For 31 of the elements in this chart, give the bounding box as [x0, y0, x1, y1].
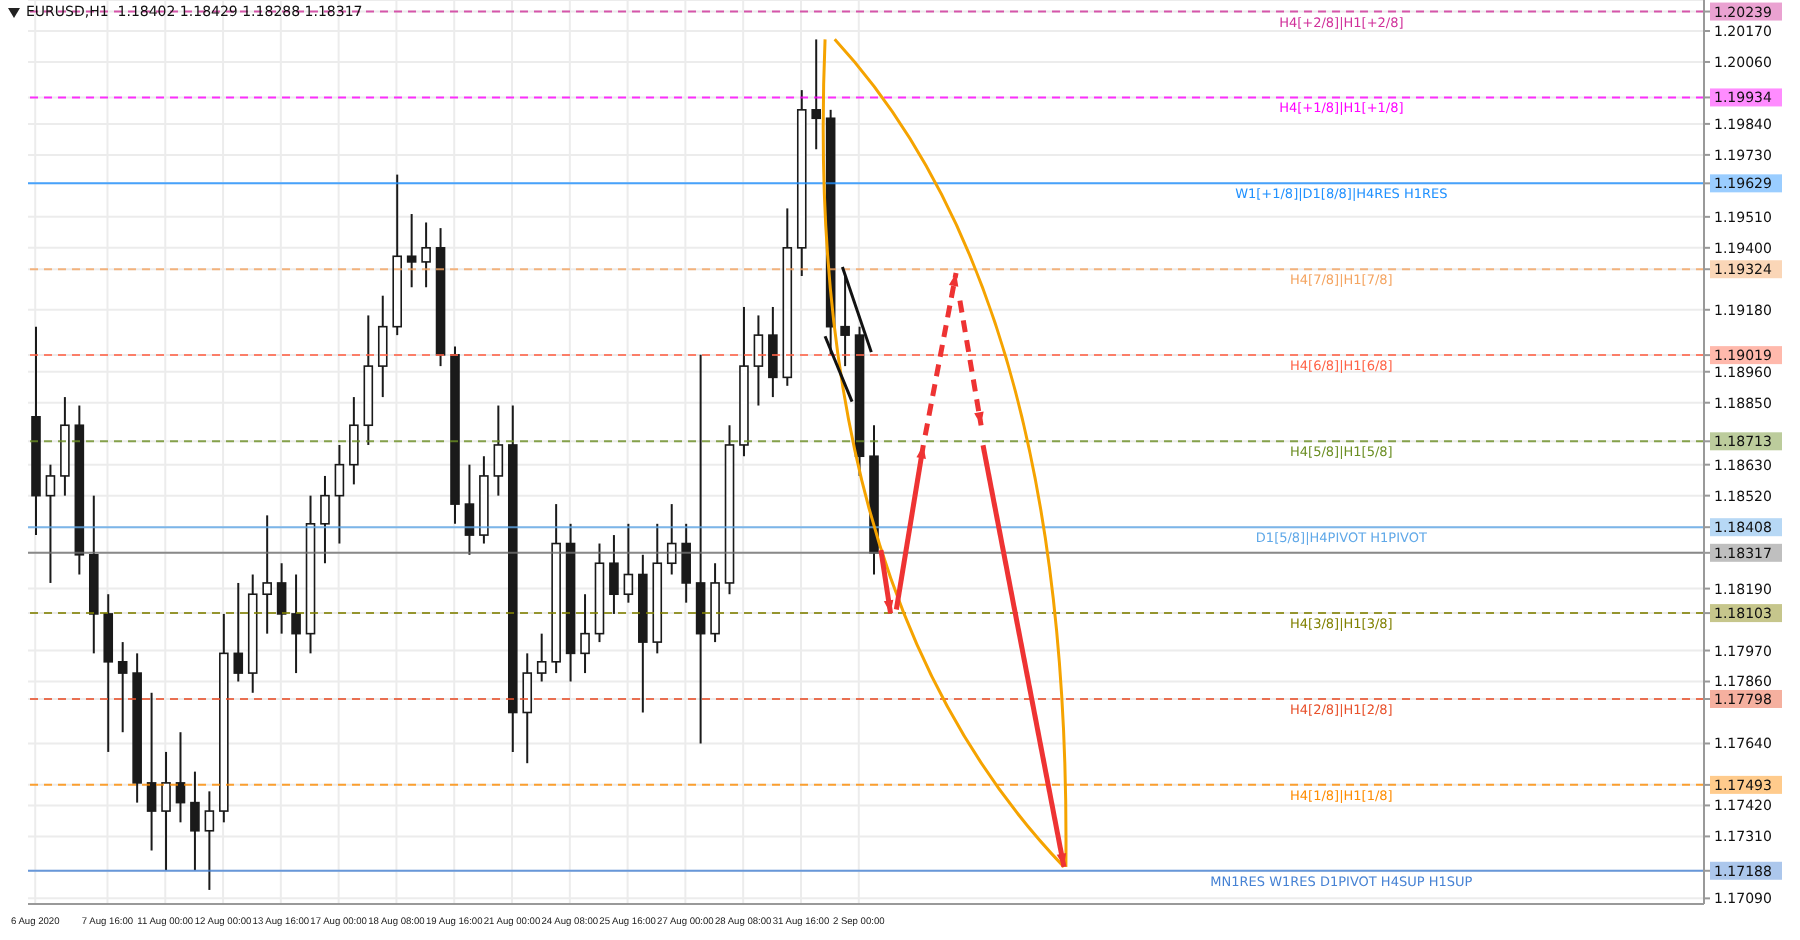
candlestick: [334, 443, 345, 545]
candlestick: [320, 474, 330, 565]
candlestick: [811, 38, 822, 151]
candlestick: [117, 641, 128, 734]
candlestick: [291, 573, 301, 675]
candlestick: [609, 534, 619, 615]
candlestick: [493, 404, 504, 497]
candlestick: [753, 314, 764, 407]
candlestick: [45, 463, 56, 584]
candlestick: [464, 463, 475, 556]
candlestick: [233, 581, 244, 683]
candlestick: [262, 514, 272, 635]
candlestick: [161, 750, 171, 872]
candlestick: [377, 294, 388, 399]
candlestick: [103, 593, 114, 753]
candlestick: [190, 770, 200, 872]
candlestick: [536, 632, 547, 683]
candlestick: [175, 731, 186, 824]
candlestick: [623, 522, 634, 604]
candlestick: [666, 503, 677, 576]
candlestick: [840, 274, 850, 368]
candlestick: [768, 305, 778, 399]
candlestick: [406, 213, 417, 289]
candlestick: [349, 396, 359, 486]
candlestick: [421, 221, 431, 289]
candlestick: [204, 790, 215, 891]
candlestick: [522, 652, 533, 765]
candlestick: [276, 562, 287, 635]
candlestick: [580, 593, 590, 675]
candlestick: [146, 691, 157, 852]
candlestick: [681, 522, 691, 604]
